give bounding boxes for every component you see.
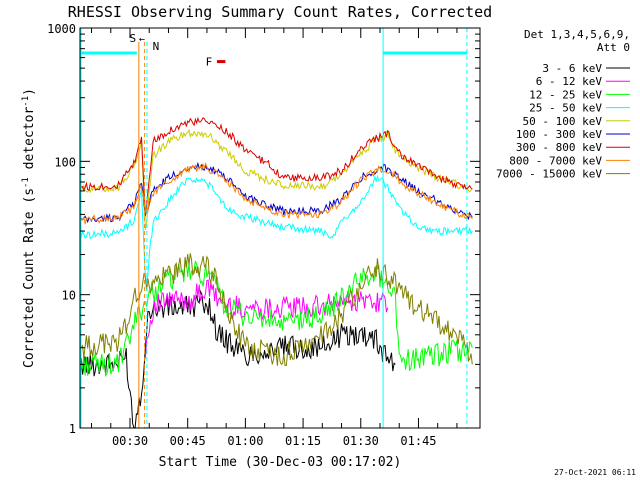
y-axis-label: Corrected Count Rate (s-1 detector-1) [21, 88, 37, 368]
chart-title: RHESSI Observing Summary Count Rates, Co… [68, 3, 492, 21]
y-axis-label-end: ) [22, 88, 37, 96]
legend-header-attenuator: Att 0 [597, 41, 630, 54]
y-axis-label-mid: detector [22, 107, 37, 178]
legend-label-1: 6 - 12 keV [536, 75, 603, 88]
legend-label-3: 25 - 50 keV [529, 102, 602, 115]
night-label: N [153, 40, 160, 53]
legend-label-0: 3 - 6 keV [542, 62, 602, 75]
x-axis: 00:30 00:45 01:00 01:15 01:30 01:45 [91, 28, 458, 448]
saa-arrow: ← [139, 34, 145, 45]
y-tick-label: 1 [69, 422, 76, 436]
plot-frame [79, 27, 481, 429]
x-axis-label: Start Time (30-Dec-03 00:17:02) [159, 455, 402, 470]
y-axis: 1 10 100 1000 [47, 22, 480, 436]
y-tick-label: 100 [54, 155, 76, 169]
series-layer [79, 116, 473, 429]
series-line-6 [79, 116, 473, 217]
x-tick-label: 01:00 [227, 434, 263, 448]
y-axis-label-main: Corrected Count Rate (s [22, 188, 37, 368]
saa-label: S [130, 32, 137, 45]
x-tick-label: 00:45 [170, 434, 206, 448]
y-tick-label: 1000 [47, 22, 76, 36]
series-line-7 [79, 161, 473, 225]
series-line-8 [79, 253, 473, 367]
legend-label-8: 7000 - 15000 keV [496, 168, 602, 181]
legend-header-detectors: Det 1,3,4,5,6,9, [524, 28, 630, 41]
x-tick-label: 00:30 [112, 434, 148, 448]
y-axis-label-sup2: -1 [21, 96, 31, 107]
y-axis-label-sup1: -1 [21, 177, 31, 188]
flare-label: F [206, 56, 213, 69]
legend-label-6: 300 - 800 keV [516, 141, 602, 154]
footer-timestamp: 27-Oct-2021 06:11 [554, 468, 636, 477]
series-line-0 [79, 289, 396, 429]
legend-label-7: 800 - 7000 keV [509, 154, 602, 167]
x-tick-label: 01:45 [400, 434, 436, 448]
marker-layer: S ← N F [80, 28, 468, 428]
y-tick-label: 10 [62, 289, 76, 303]
legend-label-2: 12 - 25 keV [529, 88, 602, 101]
x-tick-label: 01:30 [343, 434, 379, 448]
legend-label-4: 50 - 100 keV [523, 115, 603, 128]
legend-label-5: 100 - 300 keV [516, 128, 602, 141]
series-line-3 [79, 174, 473, 284]
series-line-2 [79, 260, 473, 378]
x-tick-label: 01:15 [285, 434, 321, 448]
